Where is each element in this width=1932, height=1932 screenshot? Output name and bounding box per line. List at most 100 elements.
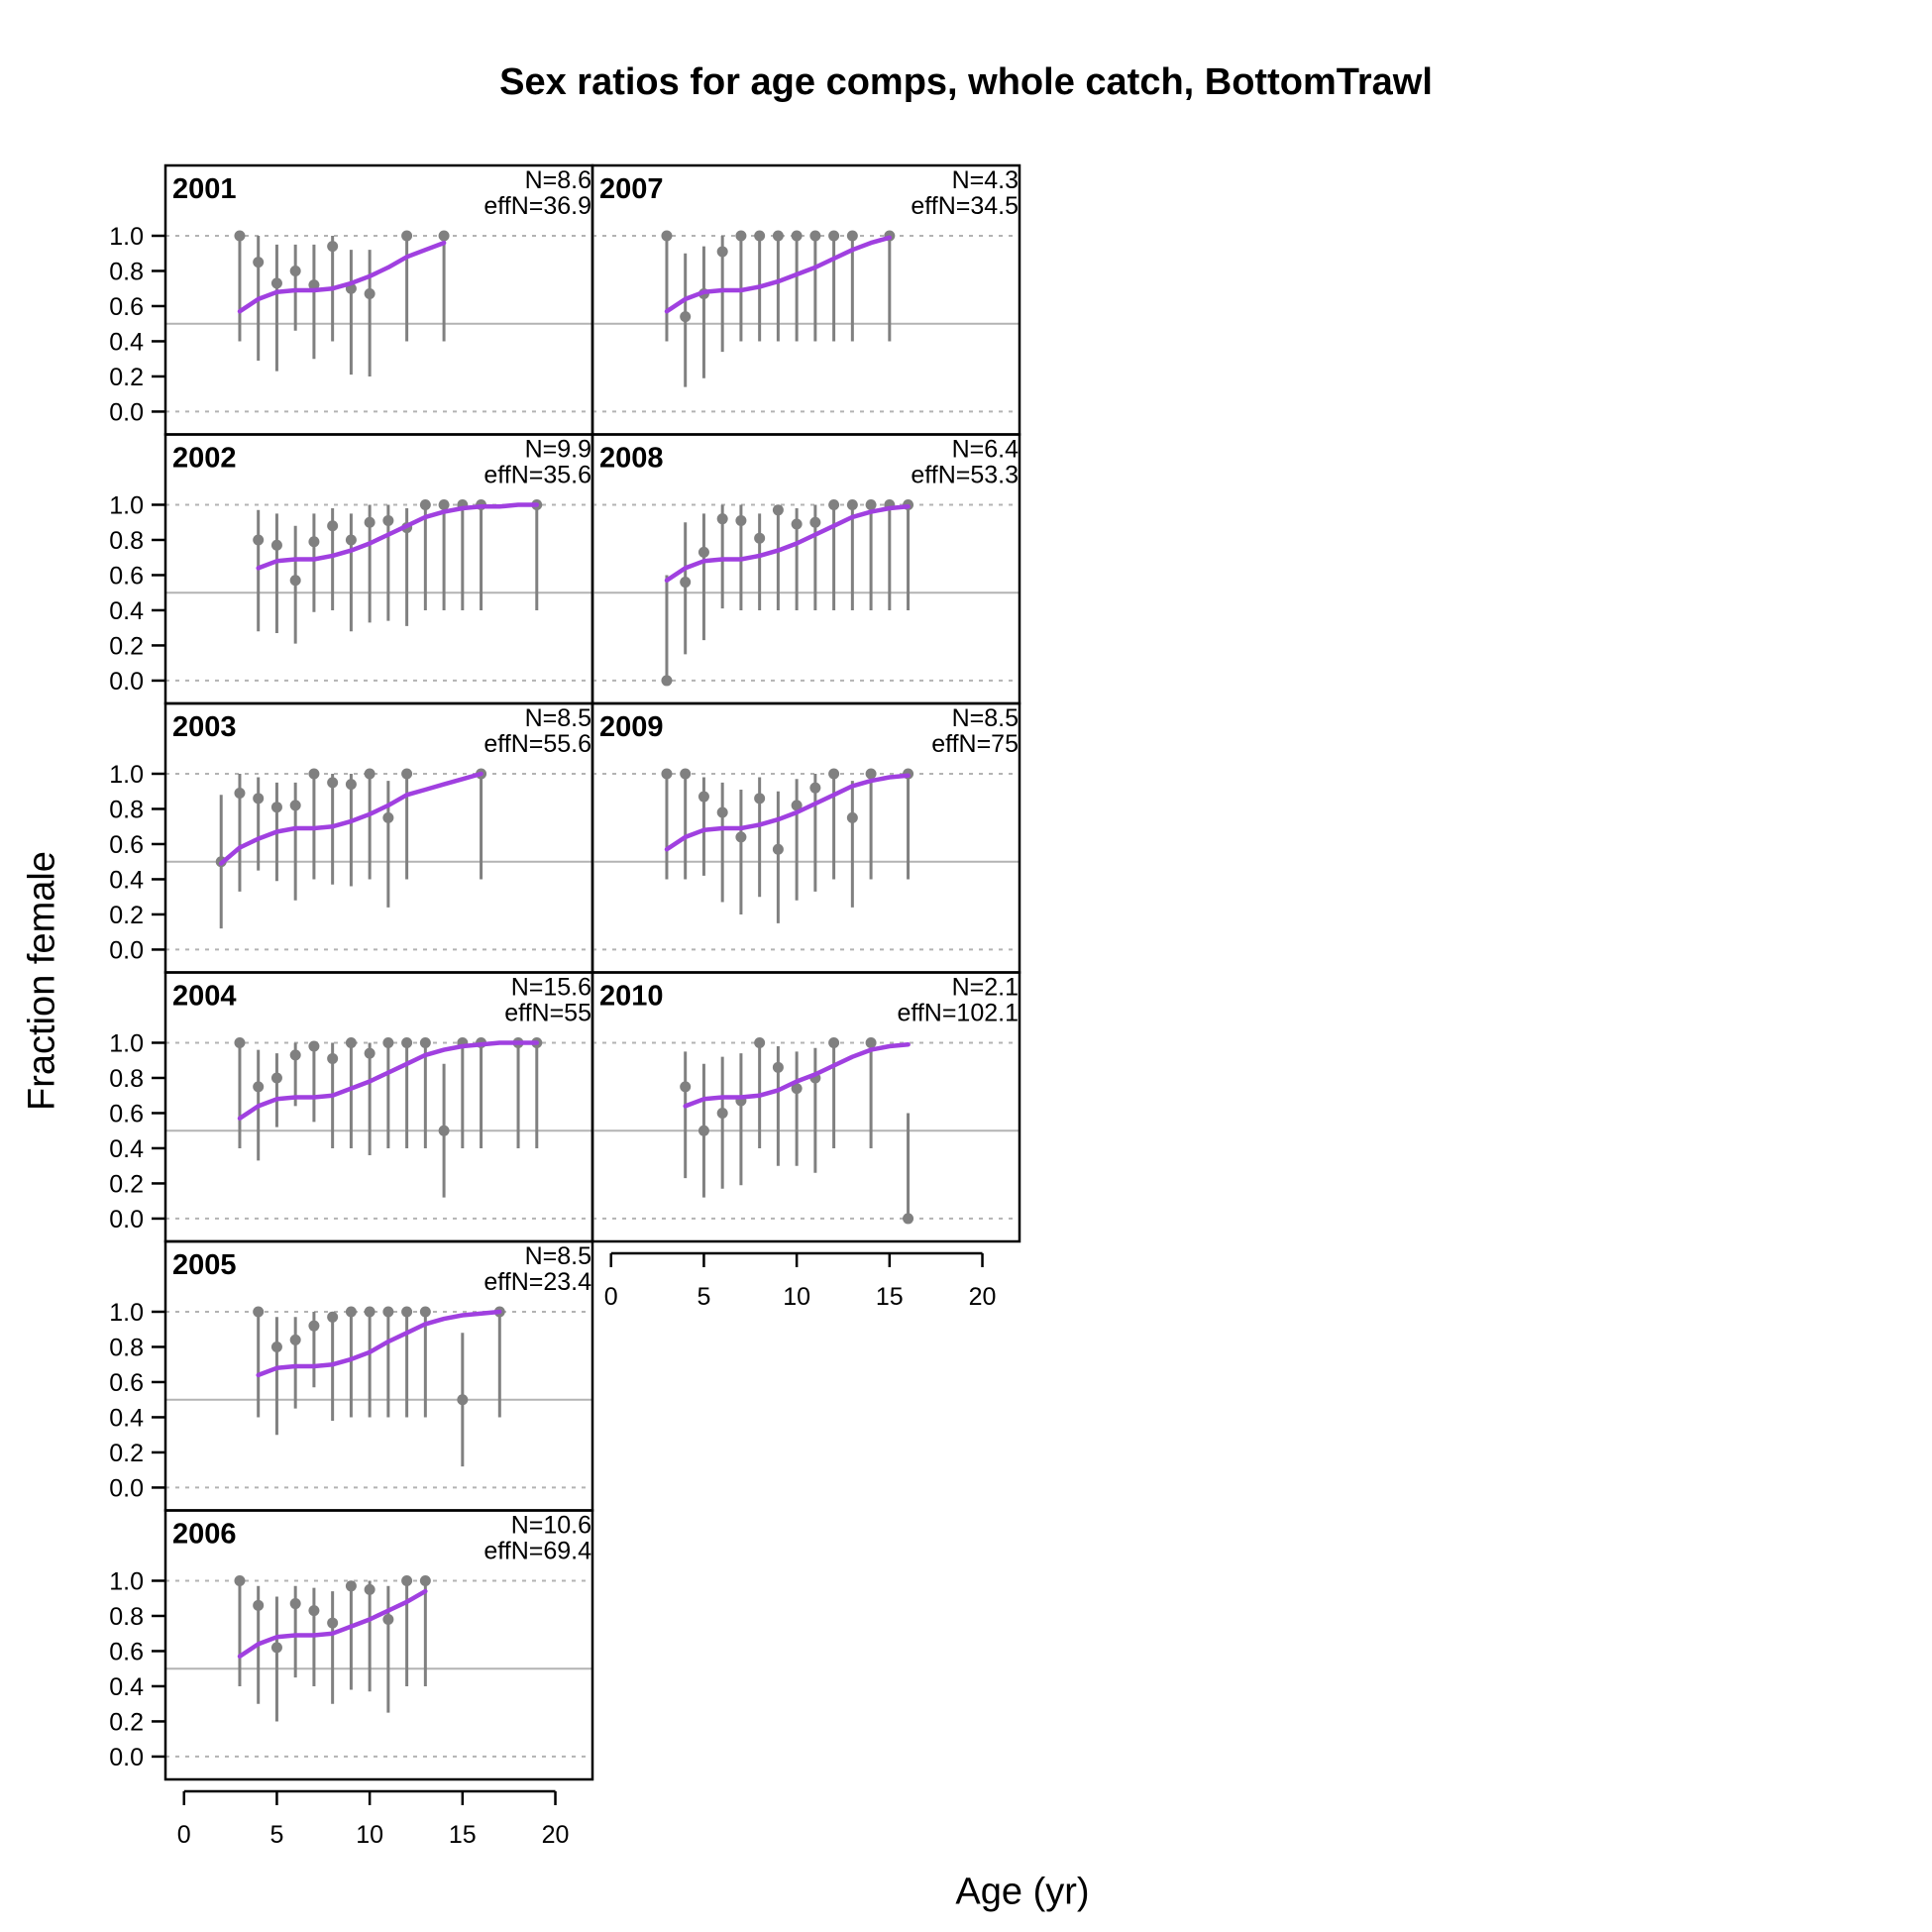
x-tick-label-2010-10: 10 xyxy=(783,1283,810,1311)
y-tick-label-2006-0.0: 0.0 xyxy=(109,1744,144,1771)
point-2001-14 xyxy=(438,230,450,242)
y-tick-label-2005-0.4: 0.4 xyxy=(109,1404,144,1432)
point-2009-9 xyxy=(772,843,784,855)
point-2008-6 xyxy=(716,513,728,525)
point-2008-7 xyxy=(735,514,747,526)
point-2009-8 xyxy=(754,793,766,805)
point-2003-9 xyxy=(345,779,357,791)
point-2004-3 xyxy=(234,1036,246,1048)
point-2004-14 xyxy=(438,1125,450,1136)
point-2002-7 xyxy=(308,536,320,548)
point-2005-7 xyxy=(308,1320,320,1332)
point-2007-11 xyxy=(809,230,821,242)
y-tick-label-2006-0.2: 0.2 xyxy=(109,1708,144,1736)
point-2005-15 xyxy=(457,1394,469,1406)
point-2005-6 xyxy=(289,1334,301,1345)
point-2007-4 xyxy=(680,311,692,323)
panel-n-2010: N=2.1 xyxy=(952,974,1019,1002)
x-axis-label: Age (yr) xyxy=(955,1871,1090,1913)
point-2009-4 xyxy=(680,768,692,780)
point-2009-14 xyxy=(865,768,877,780)
point-2010-8 xyxy=(754,1036,766,1048)
panel-effn-2004: effN=55 xyxy=(504,1000,591,1027)
y-tick-label-2005-0.2: 0.2 xyxy=(109,1440,144,1467)
y-tick-label-2004-0.8: 0.8 xyxy=(109,1065,144,1093)
point-2008-8 xyxy=(754,532,766,544)
panel-effn-2001: effN=36.9 xyxy=(483,192,591,220)
point-2006-7 xyxy=(308,1605,320,1617)
expected-line-2006 xyxy=(237,1588,428,1660)
point-2006-11 xyxy=(382,1614,394,1626)
y-tick-label-2002-0.8: 0.8 xyxy=(109,527,144,555)
y-tick-label-2002-0.2: 0.2 xyxy=(109,632,144,660)
x-tick-label-2006-0: 0 xyxy=(177,1821,191,1849)
panel-effn-2010: effN=102.1 xyxy=(897,1000,1019,1027)
panel-year-2010: 2010 xyxy=(599,981,664,1013)
point-2008-14 xyxy=(865,498,877,510)
point-2001-4 xyxy=(253,257,265,268)
point-2010-10 xyxy=(791,1083,803,1095)
point-2005-4 xyxy=(253,1306,265,1318)
point-2003-4 xyxy=(253,793,265,805)
panel-effn-2003: effN=55.6 xyxy=(483,730,591,758)
point-2003-7 xyxy=(308,768,320,780)
point-2005-13 xyxy=(419,1306,431,1318)
point-2008-13 xyxy=(846,498,858,510)
y-tick-label-2005-1.0: 1.0 xyxy=(109,1299,144,1327)
point-2009-5 xyxy=(698,791,709,803)
y-tick-label-2006-0.4: 0.4 xyxy=(109,1673,144,1701)
point-2002-8 xyxy=(327,520,339,532)
panel-n-2002: N=9.9 xyxy=(525,436,591,464)
expected-line-2004 xyxy=(237,1040,540,1122)
point-2009-7 xyxy=(735,831,747,843)
y-tick-label-2005-0.8: 0.8 xyxy=(109,1334,144,1361)
y-tick-label-2004-1.0: 1.0 xyxy=(109,1029,144,1057)
point-2010-9 xyxy=(772,1061,784,1073)
point-2004-4 xyxy=(253,1081,265,1093)
point-2001-5 xyxy=(270,277,282,289)
panel-n-2005: N=8.5 xyxy=(525,1242,591,1270)
y-tick-label-2004-0.4: 0.4 xyxy=(109,1135,144,1163)
panel-n-2008: N=6.4 xyxy=(952,436,1020,464)
point-2003-11 xyxy=(382,811,394,823)
panel-n-2009: N=8.5 xyxy=(952,704,1019,732)
point-2009-11 xyxy=(809,782,821,794)
point-2002-10 xyxy=(364,516,376,528)
x-tick-label-2006-5: 5 xyxy=(269,1821,283,1849)
point-2003-6 xyxy=(289,800,301,811)
expected-line-2007 xyxy=(664,235,893,314)
point-2006-12 xyxy=(401,1574,413,1586)
point-2009-3 xyxy=(661,768,673,780)
point-2004-11 xyxy=(382,1036,394,1048)
panel-n-2004: N=15.6 xyxy=(511,974,591,1002)
panel-effn-2009: effN=75 xyxy=(931,730,1019,758)
panel-year-2006: 2006 xyxy=(172,1519,237,1551)
panel-n-2007: N=4.3 xyxy=(952,166,1019,194)
point-2004-13 xyxy=(419,1036,431,1048)
y-tick-label-2003-0.4: 0.4 xyxy=(109,866,144,894)
point-2005-11 xyxy=(382,1306,394,1318)
panel-year-2004: 2004 xyxy=(172,981,237,1013)
y-tick-label-2002-0.0: 0.0 xyxy=(109,668,144,696)
panel-n-2001: N=8.6 xyxy=(525,166,591,194)
point-2004-9 xyxy=(345,1036,357,1048)
y-tick-label-2005-0.6: 0.6 xyxy=(109,1369,144,1397)
point-2008-4 xyxy=(680,577,692,589)
expected-line-2005 xyxy=(256,1309,502,1378)
point-2007-6 xyxy=(716,246,728,258)
point-2006-10 xyxy=(364,1583,376,1595)
point-2008-5 xyxy=(698,546,709,558)
point-2006-13 xyxy=(419,1574,431,1586)
point-2002-6 xyxy=(289,575,301,587)
point-2007-8 xyxy=(754,230,766,242)
y-tick-label-2006-1.0: 1.0 xyxy=(109,1567,144,1595)
point-2010-12 xyxy=(828,1036,840,1048)
point-2009-12 xyxy=(828,768,840,780)
panel-year-2002: 2002 xyxy=(172,443,237,475)
panel-effn-2008: effN=53.3 xyxy=(911,462,1019,489)
point-2003-12 xyxy=(401,768,413,780)
y-tick-label-2001-0.8: 0.8 xyxy=(109,258,144,285)
y-tick-label-2001-0.0: 0.0 xyxy=(109,398,144,426)
point-2004-7 xyxy=(308,1040,320,1052)
